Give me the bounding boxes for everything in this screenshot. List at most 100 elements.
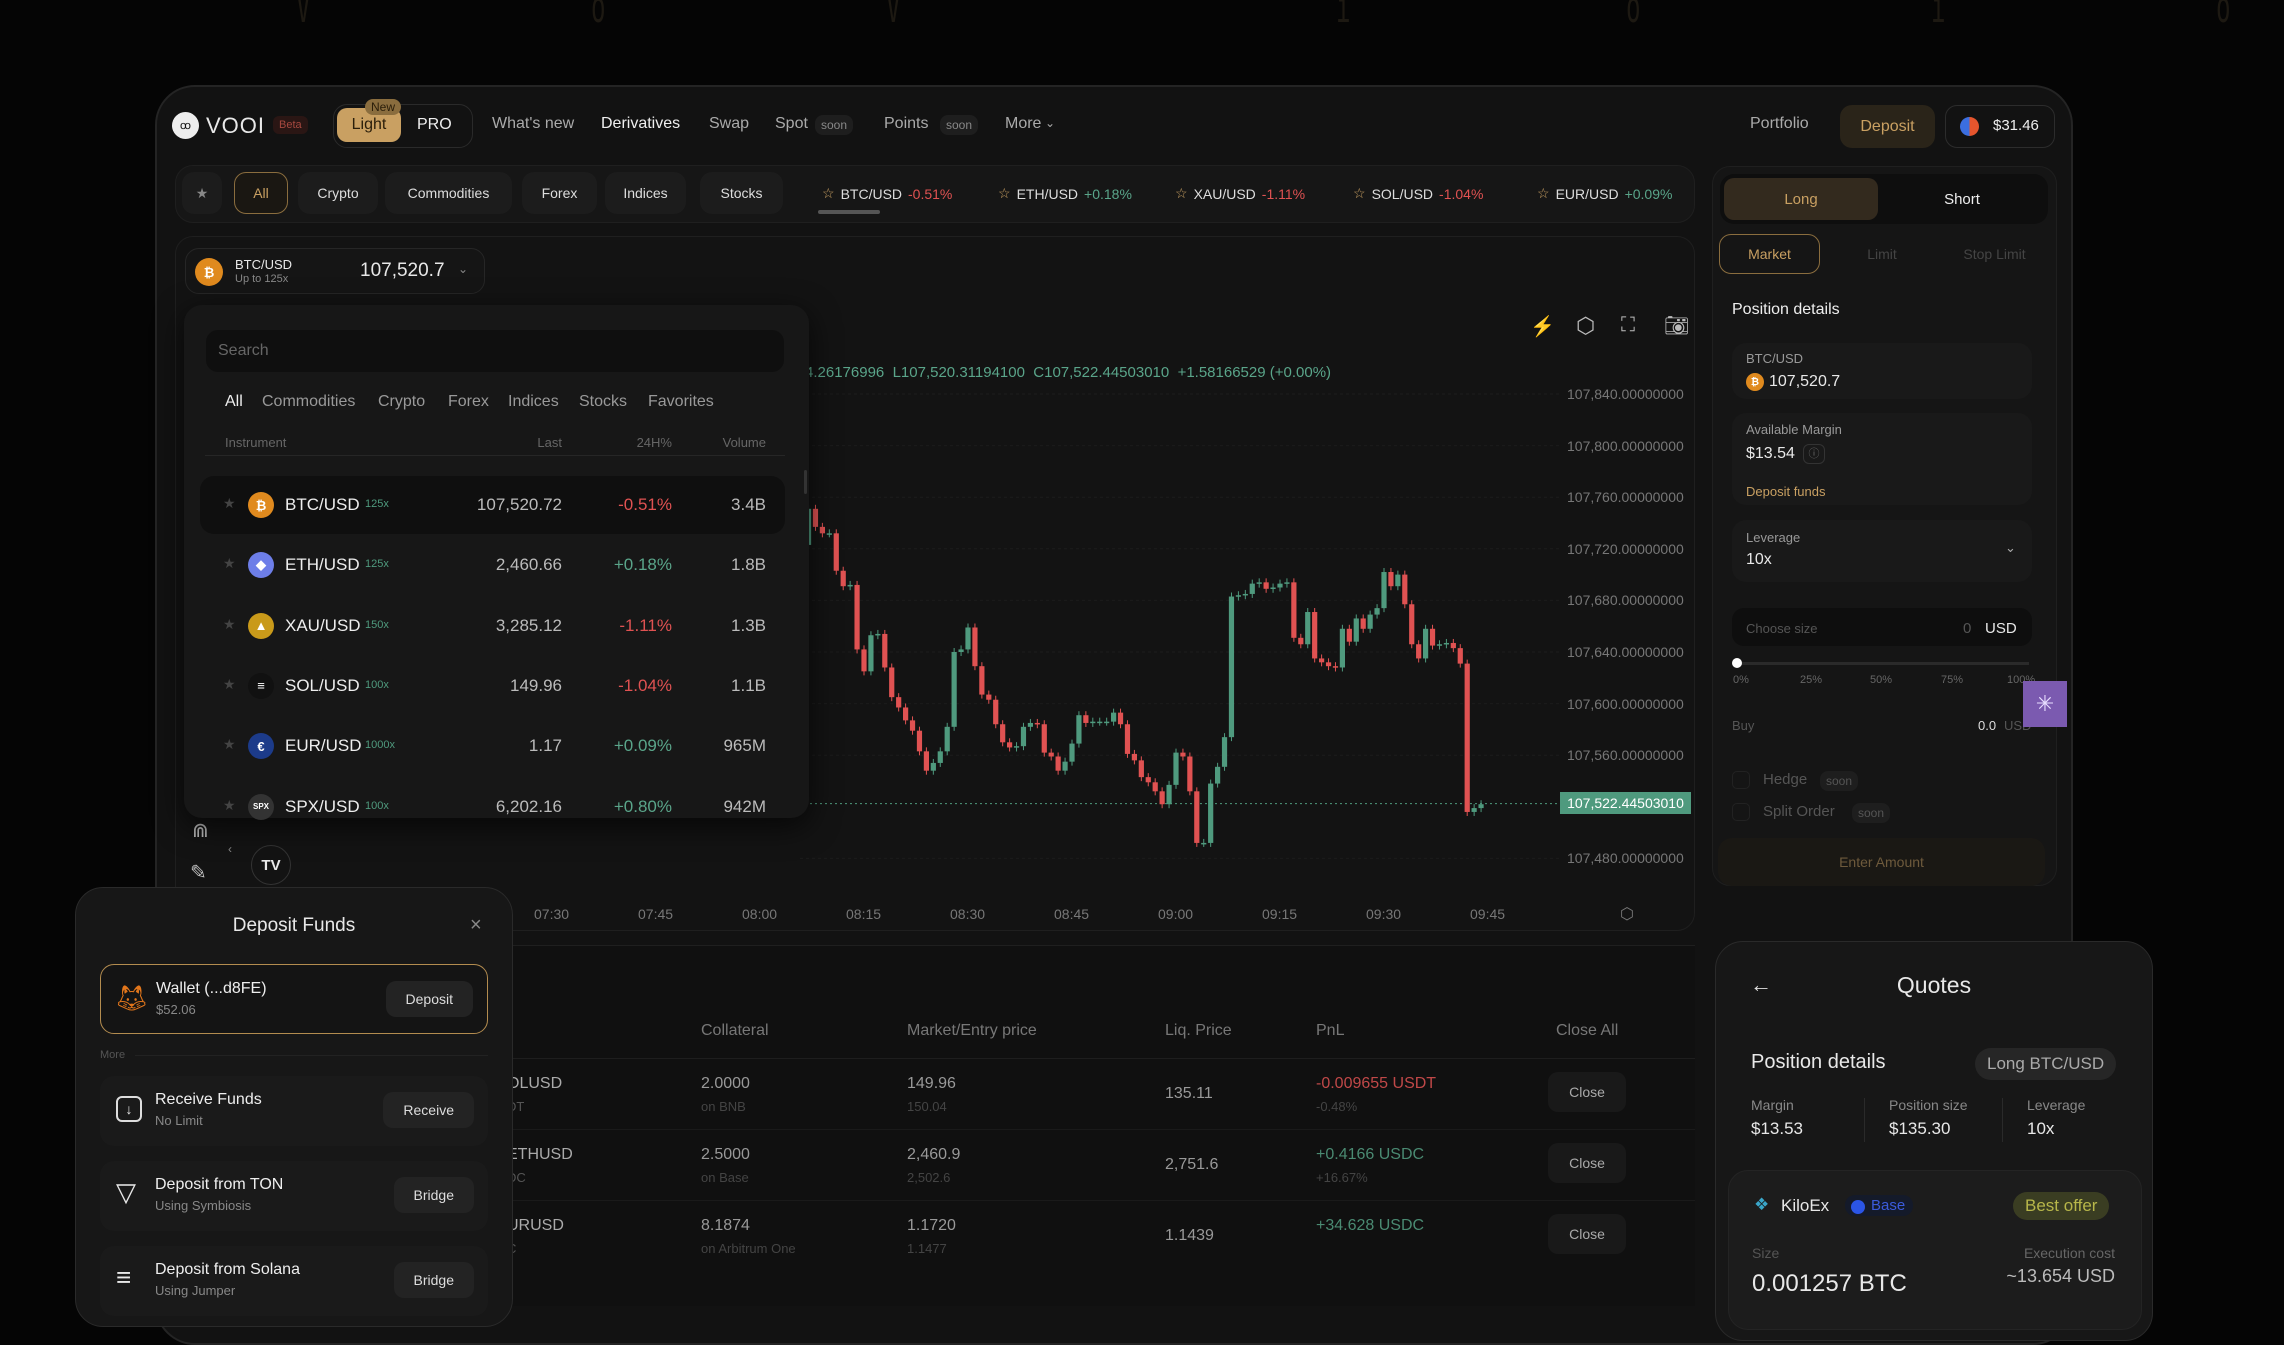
camera-icon[interactable]: 📷︎ bbox=[1664, 315, 1690, 337]
ticker-btc[interactable]: ☆ BTC/USD -0.51% bbox=[822, 185, 952, 202]
spx-icon: SPX bbox=[248, 793, 274, 820]
dropdown-tab-crypto[interactable]: Crypto bbox=[378, 393, 426, 410]
close-position-button[interactable]: Close bbox=[1548, 1072, 1626, 1112]
instrument-row[interactable]: ★ ≡ SOL/USD 100x 149.96 -1.04% 1.1B bbox=[200, 657, 785, 715]
candle bbox=[1007, 742, 1013, 748]
chart-settings-icon[interactable]: ⬡ bbox=[1620, 906, 1634, 923]
best-offer-badge: Best offer bbox=[2013, 1192, 2110, 1220]
dropdown-tab-indices[interactable]: Indices bbox=[508, 393, 559, 410]
receive-button[interactable]: Receive bbox=[383, 1092, 474, 1128]
ticker-xau[interactable]: ☆ XAU/USD -1.11% bbox=[1175, 185, 1305, 202]
nav-more[interactable]: More bbox=[1005, 115, 1042, 132]
split-order-checkbox[interactable] bbox=[1732, 803, 1750, 821]
option-title: Receive Funds bbox=[155, 1091, 262, 1108]
col-pnl: PnL bbox=[1316, 1022, 1345, 1039]
symbol-selector[interactable] bbox=[185, 248, 485, 294]
header-deposit-button[interactable]: Deposit bbox=[1840, 105, 1935, 148]
chevron-down-icon: ⌄ bbox=[1045, 116, 1056, 130]
ticker-eth[interactable]: ☆ ETH/USD +0.18% bbox=[998, 185, 1132, 202]
filter-stocks[interactable]: Stocks bbox=[700, 172, 783, 214]
deposit-modal-title: Deposit Funds bbox=[232, 915, 356, 936]
nav-whats-new[interactable]: What's new bbox=[492, 115, 575, 132]
portfolio-link[interactable]: Portfolio bbox=[1750, 115, 1809, 132]
deposit-solana-option[interactable]: ≡ Deposit from Solana Using Jumper Bridg… bbox=[100, 1246, 488, 1316]
star-icon[interactable]: ★ bbox=[223, 495, 236, 511]
nav-points[interactable]: Points bbox=[884, 115, 929, 132]
collapse-chevron-icon[interactable]: ‹ bbox=[228, 842, 232, 856]
instrument-row[interactable]: ★ SPX SPX/USD 100x 6,202.16 +0.80% 942M bbox=[200, 778, 785, 836]
margin-card bbox=[1732, 413, 2032, 505]
deposit-funds-link[interactable]: Deposit funds bbox=[1746, 484, 1826, 499]
candle bbox=[1000, 724, 1006, 743]
instrument-row[interactable]: ★ ▲ XAU/USD 150x 3,285.12 -1.11% 1.3B bbox=[200, 597, 785, 655]
dropdown-tab-all[interactable]: All bbox=[225, 393, 243, 410]
dropdown-scrollbar[interactable] bbox=[804, 470, 807, 494]
filter-crypto[interactable]: Crypto bbox=[298, 172, 378, 214]
long-tab[interactable]: Long bbox=[1724, 178, 1878, 220]
instrument-row[interactable]: ★ € EUR/USD 1000x 1.17 +0.09% 965M bbox=[200, 717, 785, 775]
candle bbox=[1117, 712, 1124, 725]
filter-all[interactable]: All bbox=[234, 172, 288, 214]
star-icon[interactable]: ★ bbox=[223, 796, 236, 813]
instrument-pair: SPX/USD bbox=[285, 796, 360, 816]
order-market-tab[interactable]: Market bbox=[1719, 234, 1820, 274]
indicator-icon[interactable]: ⚡ bbox=[1530, 316, 1555, 338]
search-input[interactable]: Search bbox=[206, 330, 784, 372]
instrument-row[interactable]: ★ ◆ ETH/USD 125x 2,460.66 +0.18% 1.8B bbox=[200, 536, 785, 594]
enter-amount-button[interactable]: Enter Amount bbox=[1718, 838, 2045, 886]
order-stop-limit-tab[interactable]: Stop Limit bbox=[1963, 246, 2026, 262]
close-all-button[interactable]: Close All bbox=[1556, 1022, 1619, 1039]
wallet-deposit-button[interactable]: Deposit bbox=[385, 981, 473, 1017]
filter-commodities[interactable]: Commodities bbox=[385, 172, 512, 214]
magnet-icon[interactable]: ⋒ bbox=[192, 820, 209, 842]
size-input[interactable] bbox=[1732, 608, 2032, 646]
ticker-eur[interactable]: ☆ EUR/USD +0.09% bbox=[1537, 185, 1672, 202]
receive-funds-option[interactable]: ↓ Receive Funds No Limit Receive bbox=[100, 1076, 488, 1146]
ticker-sol[interactable]: ☆ SOL/USD -1.04% bbox=[1353, 185, 1483, 202]
dropdown-tab-favorites[interactable]: Favorites bbox=[648, 393, 714, 410]
wallet-card[interactable]: 🦊︎ Wallet (...d8FE) $52.06 Deposit bbox=[100, 964, 488, 1034]
slider-handle[interactable] bbox=[1732, 658, 1742, 668]
deposit-ton-option[interactable]: ▽ Deposit from TON Using Symbiosis Bridg… bbox=[100, 1161, 488, 1231]
close-position-button[interactable]: Close bbox=[1548, 1214, 1626, 1254]
ticker-change: -0.51% bbox=[908, 185, 953, 202]
dropdown-tab-commodities[interactable]: Commodities bbox=[262, 393, 356, 410]
back-arrow-icon[interactable]: ← bbox=[1750, 972, 1772, 997]
favorites-star-icon[interactable]: ★ bbox=[182, 172, 222, 214]
hedge-checkbox[interactable] bbox=[1732, 771, 1750, 789]
sparkle-widget-icon[interactable]: ✳ bbox=[2023, 681, 2067, 727]
dropdown-tab-forex[interactable]: Forex bbox=[448, 393, 489, 410]
divider bbox=[205, 455, 785, 456]
filter-indices[interactable]: Indices bbox=[605, 172, 686, 214]
bridge-button[interactable]: Bridge bbox=[393, 1262, 474, 1298]
ethereum-icon: ◆ bbox=[248, 552, 274, 579]
pencil-lock-icon[interactable]: ✎ bbox=[190, 862, 207, 884]
leverage-select[interactable] bbox=[1732, 520, 2032, 582]
solana-icon: ≡ bbox=[248, 672, 274, 699]
tradingview-logo-icon[interactable]: TV bbox=[251, 845, 291, 885]
star-icon[interactable]: ★ bbox=[223, 736, 236, 753]
filter-forex[interactable]: Forex bbox=[522, 172, 597, 214]
nav-swap[interactable]: Swap bbox=[709, 115, 750, 132]
candlestick-chart[interactable] bbox=[0, 0, 2284, 1306]
mode-pro-button[interactable]: PRO bbox=[417, 116, 452, 133]
info-icon[interactable]: ⓘ bbox=[1803, 444, 1825, 464]
dropdown-tab-stocks[interactable]: Stocks bbox=[579, 393, 628, 410]
nav-derivatives[interactable]: Derivatives bbox=[601, 115, 681, 132]
order-limit-tab[interactable]: Limit bbox=[1867, 246, 1897, 262]
short-tab[interactable]: Short bbox=[1944, 190, 1980, 208]
nav-spot[interactable]: Spot bbox=[775, 115, 808, 132]
star-icon[interactable]: ★ bbox=[223, 615, 236, 632]
fullscreen-icon[interactable]: ⛶ bbox=[1621, 314, 1635, 336]
close-position-button[interactable]: Close bbox=[1548, 1143, 1626, 1183]
chevron-down-icon: ⌄ bbox=[2005, 540, 2016, 555]
position-pnl-percent: -0.48% bbox=[1316, 1099, 1358, 1114]
instrument-row[interactable]: ★ ₿ BTC/USD 125x 107,520.72 -0.51% 3.4B bbox=[200, 476, 785, 534]
bridge-button[interactable]: Bridge bbox=[393, 1177, 474, 1213]
settings-hexagon-icon[interactable]: ⬡ bbox=[1576, 313, 1596, 338]
wallet-button[interactable] bbox=[1945, 105, 2055, 148]
star-icon[interactable]: ★ bbox=[223, 555, 236, 572]
star-icon[interactable]: ★ bbox=[223, 675, 236, 692]
close-icon[interactable]: × bbox=[470, 914, 482, 936]
size-slider[interactable] bbox=[1736, 662, 2029, 665]
